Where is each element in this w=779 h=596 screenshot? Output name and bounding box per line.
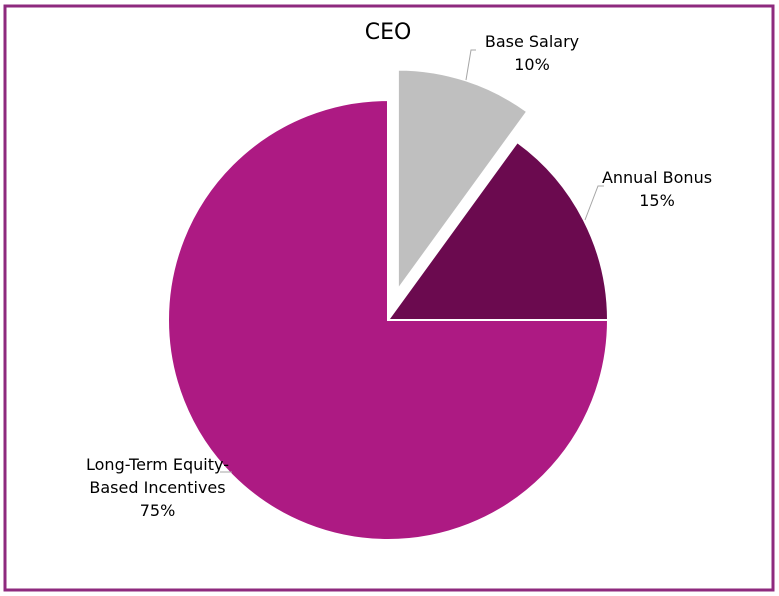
category-label: Base Salary [484,32,580,51]
pie-slice [386,140,610,321]
pie-slice [167,98,610,541]
leader-line [465,49,476,81]
category-label: Annual Bonus [601,168,713,187]
frame [3,4,775,592]
category-label: Long-Term Equity-Based Incentives [86,455,229,497]
slice-label: Long-Term Equity-Based Incentives 75% [85,453,230,522]
chart-title: CEO [364,20,412,45]
value-label: 15% [639,191,675,210]
pie-slice [396,68,529,293]
value-label: 10% [514,55,550,74]
slice-label: Base Salary 10% [462,30,602,76]
slice-label: Annual Bonus 15% [590,166,724,212]
value-label: 75% [139,501,176,520]
leader-line [584,185,604,221]
